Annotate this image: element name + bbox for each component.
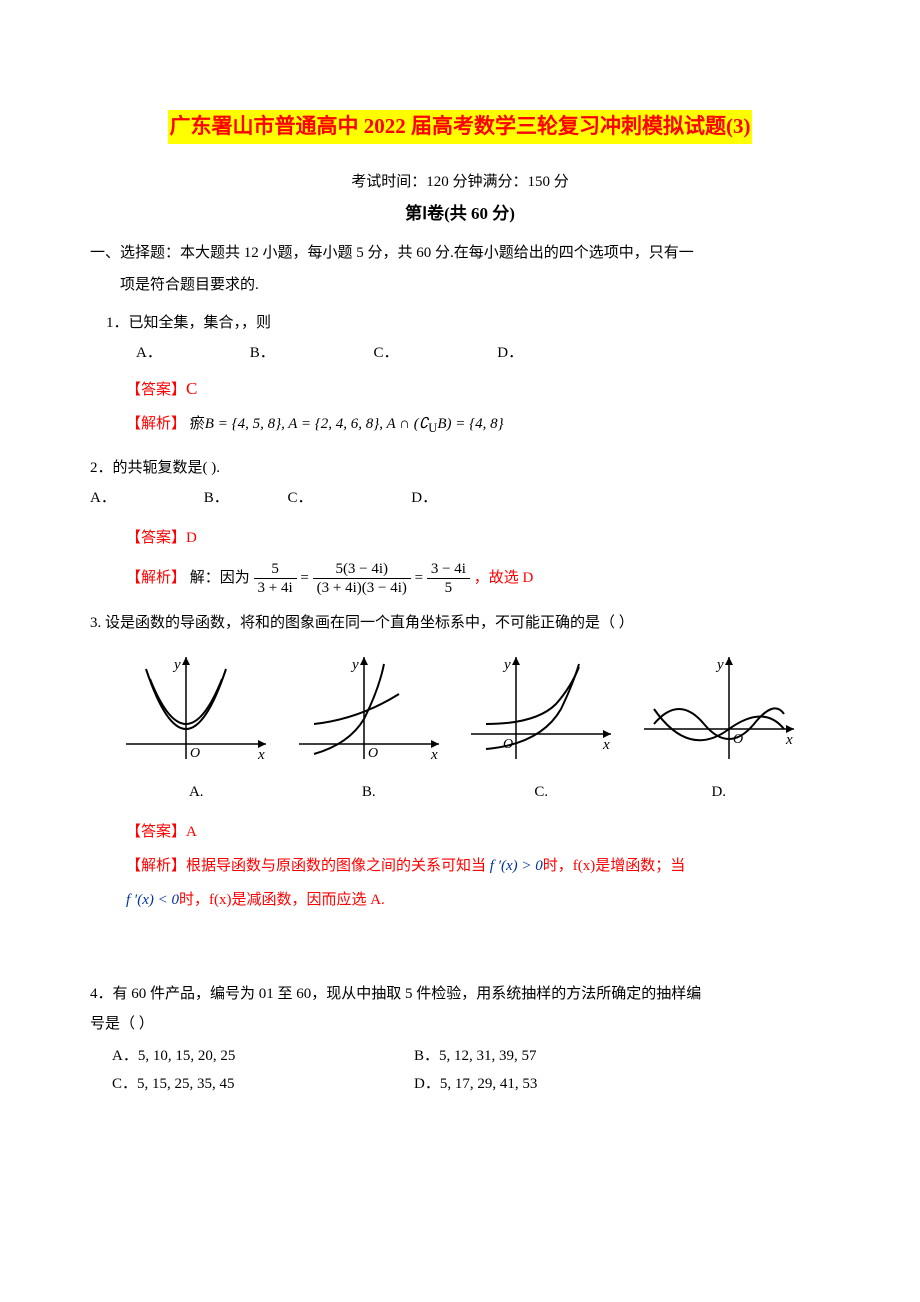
svg-text:x: x [430, 747, 438, 763]
q2-frac1: 53 + 4i [254, 560, 297, 597]
svg-text:y: y [502, 657, 511, 673]
q2-expl-suffix: ，故选 D [474, 570, 534, 586]
q1-answer: 【答案】C [90, 375, 830, 402]
q1-opt-b: B． [250, 341, 370, 365]
graph-a-label: A. [116, 780, 276, 804]
q1-expl-prefix: 瘀 [190, 416, 205, 432]
q2-frac3: 3 − 4i5 [427, 560, 470, 597]
q3-stem: 3. 设是函数的导函数，将和的图象画在同一个直角坐标系中，不可能正确的是（ ） [90, 611, 830, 635]
q4-options: A．5, 10, 15, 20, 25 B．5, 12, 31, 39, 57 … [90, 1042, 539, 1100]
q4-stem-line2: 号是（ ） [90, 1012, 830, 1036]
svg-text:x: x [785, 732, 793, 748]
graph-d: y x O D. [634, 649, 804, 804]
q1-answer-value: C [186, 379, 197, 398]
q2-answer-label: 【答案】 [126, 530, 186, 546]
q2-frac2: 5(3 − 4i)(3 + 4i)(3 − 4i) [313, 560, 411, 597]
graph-c: y x O C. [461, 649, 621, 804]
q1-answer-label: 【答案】 [126, 382, 186, 398]
q2-expl-prefix: 解：因为 [190, 570, 250, 586]
q1-opt-d: D． [497, 341, 523, 365]
q3-answer-value: A [186, 824, 197, 840]
section-header: 第Ⅰ卷(共 60 分) [90, 200, 830, 227]
svg-text:O: O [368, 746, 378, 761]
q2-expl-label: 【解析】 [126, 570, 186, 586]
graph-b-label: B. [289, 780, 449, 804]
instructions-line2: 项是符合题目要求的. [90, 273, 830, 297]
q3-expl-text1b: 时，f(x)是增函数；当 [543, 858, 686, 874]
q3-expl-text2: 时，f(x)是减函数，因而应选 A. [179, 892, 385, 908]
q2-opt-d: D． [411, 490, 437, 506]
svg-text:O: O [190, 746, 200, 761]
svg-text:y: y [350, 657, 359, 673]
q4-opt-a: A．5, 10, 15, 20, 25 [112, 1044, 412, 1070]
graph-b: y x O B. [289, 649, 449, 804]
q3-explanation-line2: f ′(x) < 0时，f(x)是减函数，因而应选 A. [90, 888, 830, 912]
q1-explanation: 【解析】 瘀B = {4, 5, 8}, A = {2, 4, 6, 8}, A… [90, 412, 830, 438]
q1-options: A． B． C． D． [90, 341, 830, 365]
q2-opt-c: C． [288, 486, 408, 510]
graph-c-label: C. [461, 780, 621, 804]
svg-text:y: y [715, 657, 724, 673]
graph-a: y x O A. [116, 649, 276, 804]
q1-stem: 1．已知全集，集合，，则 [90, 311, 830, 335]
q3-expl-math2: f ′(x) < 0 [126, 892, 179, 908]
q3-expl-label: 【解析】 [126, 858, 186, 874]
q1-opt-c: C． [374, 341, 494, 365]
exam-info: 考试时间：120 分钟满分：150 分 [90, 170, 830, 194]
q3-explanation-line1: 【解析】根据导函数与原函数的图像之间的关系可知当 f ′(x) > 0时，f(x… [90, 854, 830, 878]
svg-text:x: x [257, 747, 265, 763]
q1-expl-label: 【解析】 [126, 416, 186, 432]
q2-explanation: 【解析】 解：因为 53 + 4i = 5(3 − 4i)(3 + 4i)(3 … [90, 560, 830, 597]
q1-opt-a: A． [136, 341, 246, 365]
q2-answer-value: D [186, 530, 197, 546]
q3-expl-math1: f ′(x) > 0 [490, 858, 543, 874]
graph-d-label: D. [634, 780, 804, 804]
svg-text:y: y [172, 657, 181, 673]
q4-opt-d: D．5, 17, 29, 41, 53 [414, 1072, 537, 1098]
q3-graphs: y x O A. y x O B. [90, 649, 830, 804]
q2-answer: 【答案】D [90, 526, 830, 550]
q4-opt-c: C．5, 15, 25, 35, 45 [112, 1072, 412, 1098]
q3-expl-text1a: 根据导函数与原函数的图像之间的关系可知当 [186, 858, 490, 874]
q2-options: A． B． C． D． [90, 486, 830, 510]
q2-opt-b: B． [204, 486, 284, 510]
q2-opt-a: A． [90, 486, 200, 510]
q4-opt-b: B．5, 12, 31, 39, 57 [414, 1044, 537, 1070]
q3-answer-label: 【答案】 [126, 824, 186, 840]
q4-stem-line1: 4．有 60 件产品，编号为 01 至 60，现从中抽取 5 件检验，用系统抽样… [90, 982, 830, 1006]
instructions-line1: 一、选择题：本大题共 12 小题，每小题 5 分，共 60 分.在每小题给出的四… [90, 241, 830, 265]
q3-answer: 【答案】A [90, 820, 830, 844]
q2-stem: 2．的共轭复数是( ). [90, 456, 830, 480]
q1-expl-math: B = {4, 5, 8}, A = {2, 4, 6, 8}, A ∩ (∁U… [205, 416, 504, 432]
svg-text:x: x [602, 737, 610, 753]
doc-title: 广东署山市普通高中 2022 届高考数学三轮复习冲刺模拟试题(3) [168, 110, 753, 144]
